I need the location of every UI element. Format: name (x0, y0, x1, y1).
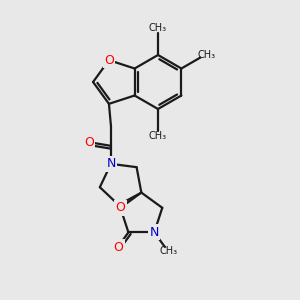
Text: CH₃: CH₃ (149, 131, 167, 141)
Text: CH₃: CH₃ (159, 246, 177, 256)
Text: O: O (113, 241, 123, 254)
Text: O: O (116, 201, 125, 214)
Text: CH₃: CH₃ (149, 23, 167, 33)
Text: CH₃: CH₃ (197, 50, 216, 60)
Text: O: O (104, 54, 114, 67)
Text: O: O (84, 136, 94, 149)
Text: N: N (106, 157, 116, 170)
Text: N: N (150, 226, 159, 239)
